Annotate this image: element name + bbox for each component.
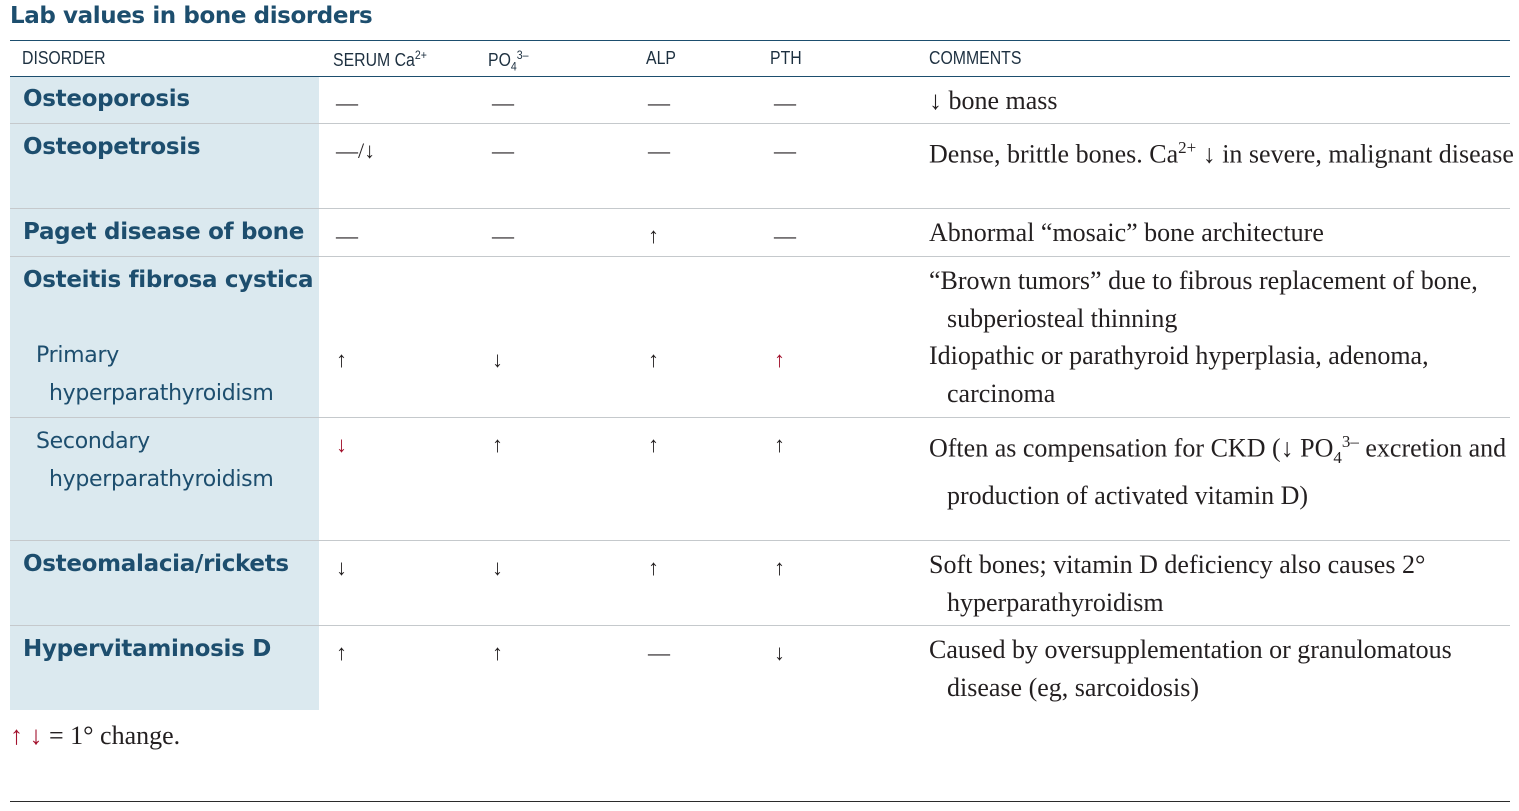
alp-value: — xyxy=(648,138,670,163)
table-title: Lab values in bone disorders xyxy=(10,3,373,29)
po4-value: ↓ xyxy=(492,555,503,580)
header-disorder: DISORDER xyxy=(22,48,106,68)
up-arrow-icon: ↑ xyxy=(10,721,23,750)
disorder-cell xyxy=(10,77,319,123)
disorder-name: Osteoporosis xyxy=(23,86,190,112)
header-pth: PTH xyxy=(770,48,802,68)
top-rule xyxy=(10,40,1510,41)
bottom-rule xyxy=(10,801,1510,802)
pth-value: — xyxy=(774,223,796,248)
comment-text: “Brown tumors” due to fibrous replacemen… xyxy=(929,266,1478,333)
comment-text: Idiopathic or parathyroid hyperplasia, a… xyxy=(929,341,1429,408)
po4-value: ↑ xyxy=(492,432,503,457)
serum-ca-value: ↑ xyxy=(336,347,347,372)
table-row-hypervitaminosis-d: Hypervitaminosis D ↑ ↑ — ↓ Caused by ove… xyxy=(10,626,1510,710)
down-arrow-icon: ↓ xyxy=(29,721,43,750)
disorder-cell xyxy=(10,626,319,710)
header-comments: COMMENTS xyxy=(929,48,1022,68)
disorder-name: Osteomalacia/rickets xyxy=(23,551,289,577)
comment-text: Abnormal “mosaic” bone architecture xyxy=(929,218,1324,247)
comment-text: ↓ bone mass xyxy=(929,86,1058,115)
serum-ca-value: — xyxy=(336,223,358,248)
disorder-subtype-primary: Primary hyperparathyroidism xyxy=(36,343,274,406)
disorder-cell xyxy=(10,209,319,256)
alp-value: ↑ xyxy=(648,347,659,372)
disorder-cell xyxy=(10,418,319,540)
header-serum-ca: SERUM Ca2+ xyxy=(333,48,427,70)
disorder-cell xyxy=(10,541,319,625)
serum-ca-value: ↓ xyxy=(336,432,347,457)
comment-text: Often as compensation for CKD (↓ PO43– e… xyxy=(929,432,1507,510)
table-row-paget: Paget disease of bone — — ↑ — Abnormal “… xyxy=(10,209,1510,257)
alp-value: ↑ xyxy=(648,555,659,580)
disorder-name: Paget disease of bone xyxy=(23,219,305,245)
pth-value: ↑ xyxy=(774,555,785,580)
alp-value: ↑ xyxy=(648,223,659,248)
alp-value: ↑ xyxy=(648,432,659,457)
header-po4: PO43– xyxy=(488,48,529,74)
pth-value: — xyxy=(774,138,796,163)
pth-value: ↑ xyxy=(774,347,785,372)
disorder-subtype-secondary: Secondary hyperparathyroidism xyxy=(36,429,274,492)
po4-value: — xyxy=(492,138,514,163)
po4-value: — xyxy=(492,90,514,115)
po4-value: ↑ xyxy=(492,640,503,665)
table-header-row: DISORDER SERUM Ca2+ PO43– ALP PTH COMMEN… xyxy=(10,41,1510,77)
table-row-osteomalacia: Osteomalacia/rickets ↓ ↓ ↑ ↑ Soft bones;… xyxy=(10,541,1510,626)
serum-ca-value: —/↓ xyxy=(336,138,376,163)
serum-ca-value: — xyxy=(336,90,358,115)
po4-value: — xyxy=(492,223,514,248)
header-alp: ALP xyxy=(646,48,676,68)
pth-value: — xyxy=(774,90,796,115)
po4-value: ↓ xyxy=(492,347,503,372)
footnote: ↑ ↓ = 1° change. xyxy=(10,718,180,754)
comment-text: Soft bones; vitamin D deficiency also ca… xyxy=(929,550,1426,617)
comment-text: Caused by oversupplementation or granulo… xyxy=(929,635,1452,702)
table-row-osteoporosis: Osteoporosis — — — — ↓ bone mass xyxy=(10,77,1510,124)
serum-ca-value: ↓ xyxy=(336,555,347,580)
alp-value: — xyxy=(648,90,670,115)
table-row-osteopetrosis: Osteopetrosis —/↓ — — — Dense, brittle b… xyxy=(10,124,1514,209)
disorder-name: Osteopetrosis xyxy=(23,134,201,160)
disorder-name: Hypervitaminosis D xyxy=(23,636,272,662)
serum-ca-value: ↑ xyxy=(336,640,347,665)
alp-value: — xyxy=(648,640,670,665)
comment-text: Dense, brittle bones. Ca2+ ↓ in severe, … xyxy=(929,138,1514,169)
pth-value: ↑ xyxy=(774,432,785,457)
table-row-osteitis-fibrosa-cystica: Osteitis fibrosa cystica “Brown tumors” … xyxy=(10,257,1510,418)
footnote-text: = 1° change. xyxy=(42,721,181,750)
pth-value: ↓ xyxy=(774,640,785,665)
disorder-cell xyxy=(10,124,319,208)
disorder-cell xyxy=(10,257,319,417)
table-row-secondary-hyperparathyroidism: Secondary hyperparathyroidism ↓ ↑ ↑ ↑ Of… xyxy=(10,418,1510,541)
disorder-name: Osteitis fibrosa cystica xyxy=(23,267,314,293)
